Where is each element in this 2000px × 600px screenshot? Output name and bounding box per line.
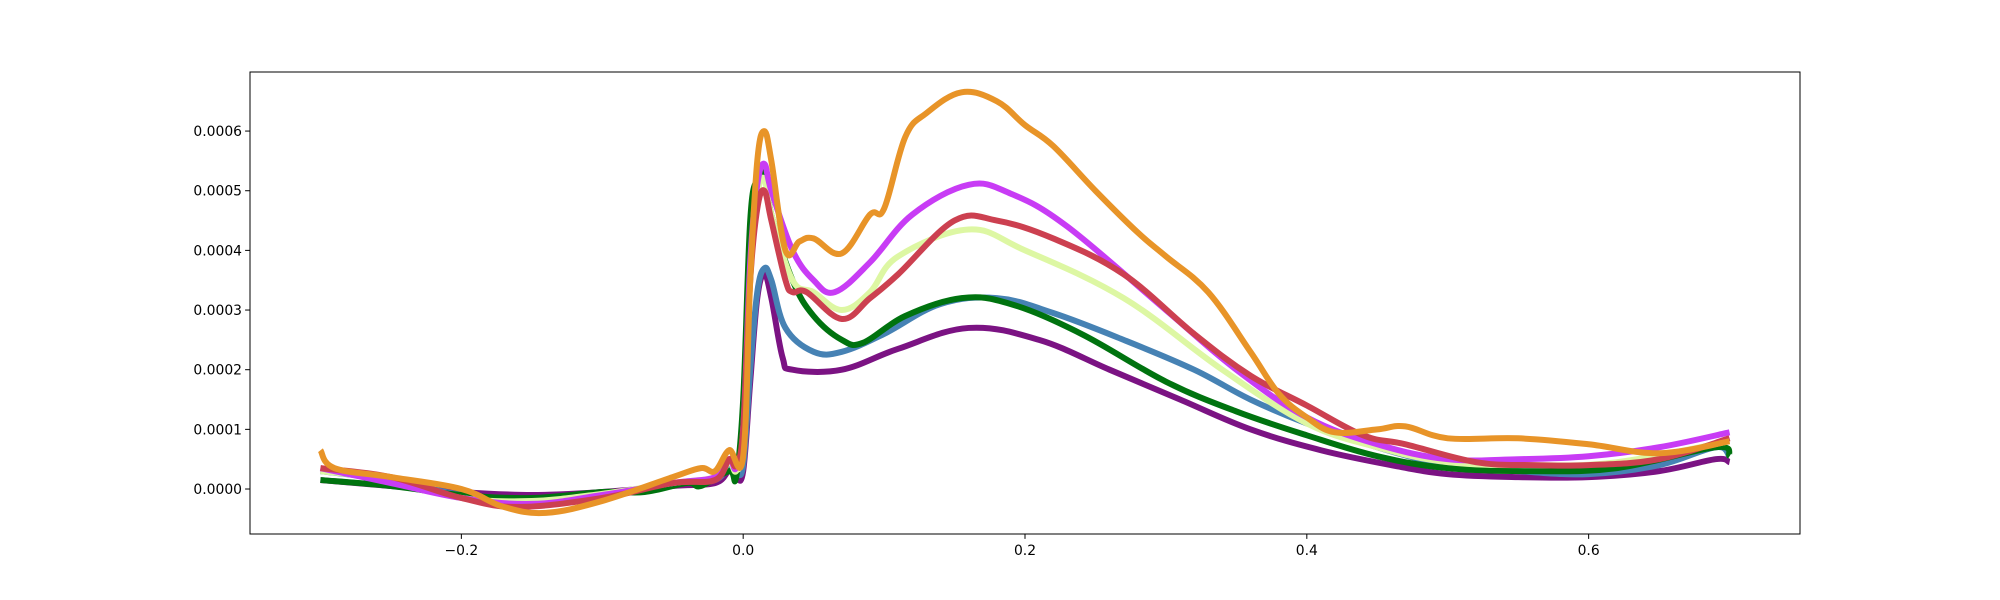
y-tick-label: 0.0002 — [193, 363, 242, 379]
x-tick-label: 0.4 — [1296, 543, 1318, 559]
x-tick-label: −0.2 — [444, 543, 478, 559]
y-tick-label: 0.0005 — [193, 184, 242, 200]
plot-area — [317, 88, 1733, 517]
x-tick-label: 0.2 — [1014, 543, 1036, 559]
y-tick-label: 0.0004 — [193, 243, 242, 259]
x-tick-label: 0.0 — [732, 543, 754, 559]
x-axis: −0.2 0.0 0.2 0.4 0.6 — [444, 534, 1600, 559]
y-tick-label: 0.0000 — [193, 482, 242, 498]
y-tick-label: 0.0006 — [193, 124, 242, 140]
x-tick-label: 0.6 — [1578, 543, 1600, 559]
y-tick-label: 0.0001 — [193, 422, 242, 438]
series-line-6 — [317, 88, 1731, 517]
series-line-5 — [320, 187, 1731, 510]
series-line-2 — [320, 166, 1733, 502]
y-axis: 0.0000 0.0001 0.0002 0.0003 0.0004 0.0005 0.00… — [193, 124, 250, 498]
y-tick-label: 0.0003 — [193, 303, 242, 319]
